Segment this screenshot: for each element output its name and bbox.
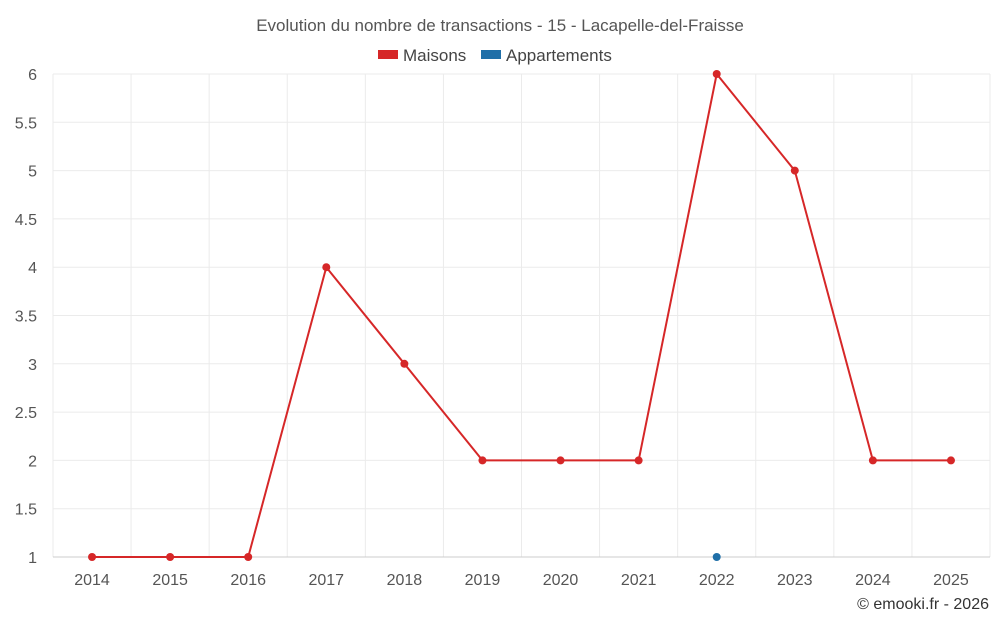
x-tick-label: 2023	[777, 572, 813, 589]
y-tick-label: 4	[28, 260, 37, 277]
x-tick-label: 2016	[230, 572, 266, 589]
y-tick-label: 3	[28, 357, 37, 374]
data-point-maisons[interactable]	[322, 263, 331, 272]
legend: Maisons Appartements	[378, 46, 612, 65]
data-point-maisons[interactable]	[712, 70, 721, 78]
x-tick-label: 2022	[699, 572, 735, 589]
y-tick-label: 1.5	[15, 502, 37, 519]
x-tick-label: 2021	[621, 572, 657, 589]
x-tick-label: 2025	[933, 572, 969, 589]
y-tick-label: 6	[28, 67, 37, 84]
data-point-maisons[interactable]	[634, 456, 643, 465]
legend-label-maisons[interactable]: Maisons	[403, 46, 466, 65]
y-tick-label: 5.5	[15, 115, 37, 132]
credit-text: © emooki.fr - 2026	[857, 596, 989, 613]
legend-swatch-maisons	[378, 50, 398, 59]
data-point-maisons[interactable]	[166, 553, 175, 561]
x-tick-label: 2017	[308, 572, 344, 589]
data-point-maisons[interactable]	[400, 359, 409, 368]
series-lines	[92, 73, 951, 558]
data-point-appartements[interactable]	[712, 553, 721, 561]
x-tick-label: 2015	[152, 572, 188, 589]
data-point-maisons[interactable]	[868, 456, 877, 465]
data-point-maisons[interactable]	[478, 456, 487, 465]
x-tick-label: 2014	[74, 572, 110, 589]
legend-label-appartements[interactable]: Appartements	[506, 46, 612, 65]
y-tick-label: 3.5	[15, 309, 37, 326]
legend-swatch-appartements	[481, 50, 501, 59]
x-tick-label: 2018	[387, 572, 423, 589]
y-tick-label: 1	[28, 550, 37, 567]
x-tick-label: 2024	[855, 572, 891, 589]
grid	[52, 73, 991, 557]
data-point-maisons[interactable]	[946, 456, 955, 465]
y-tick-label: 2	[28, 453, 37, 470]
x-axis: 2014 2015 2016 2017 2018 2019 2020 2021 2022 2023…	[53, 556, 990, 589]
y-tick-label: 5	[28, 164, 37, 181]
y-tick-label: 2.5	[15, 405, 37, 422]
data-point-maisons[interactable]	[556, 456, 565, 465]
data-point-maisons[interactable]	[88, 553, 97, 561]
chart-title: Evolution du nombre de transactions - 15…	[256, 16, 744, 35]
y-tick-label: 4.5	[15, 212, 37, 229]
series-points	[88, 70, 955, 561]
data-point-maisons[interactable]	[244, 553, 253, 561]
data-point-maisons[interactable]	[790, 166, 799, 175]
y-axis: 1 1.5 2 2.5 3 3.5 4 4.5 5 5.5 6	[15, 67, 37, 567]
series-line-maisons	[92, 73, 951, 558]
x-tick-label: 2019	[465, 572, 501, 589]
x-tick-label: 2020	[543, 572, 579, 589]
